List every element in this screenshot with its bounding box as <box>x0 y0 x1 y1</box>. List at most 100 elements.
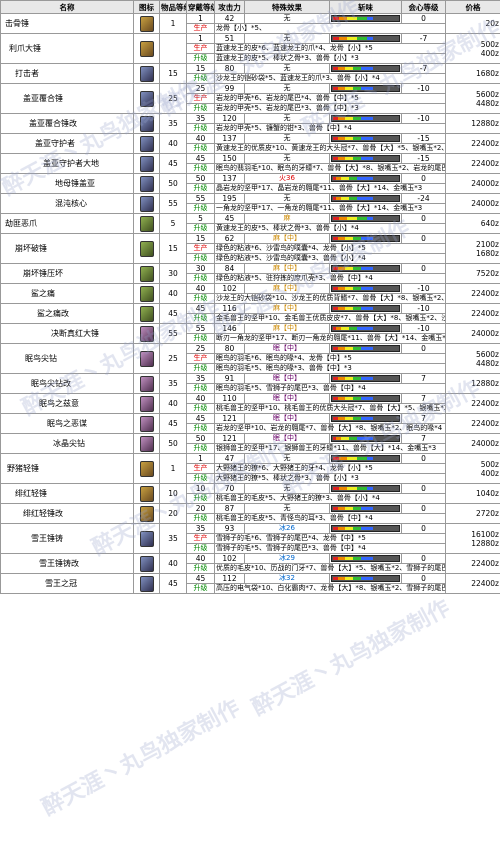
materials: 黄速龙王的优质皮*10、黄速龙王的大头冠*7、兽骨【大】*5、银嘴玉*2、岩龙的… <box>214 143 446 154</box>
sharpness <box>329 373 402 384</box>
sharpness-segment <box>333 487 339 490</box>
sharpness-segment <box>333 137 338 140</box>
sharpness-segment <box>367 457 373 460</box>
icon-cell <box>133 323 160 344</box>
price: 24000z <box>445 433 500 454</box>
hammer-icon <box>139 575 154 592</box>
attack: 102 <box>214 283 245 294</box>
weapon-name: 眠鸟尖钻 <box>0 343 134 374</box>
sharpness <box>329 413 402 424</box>
table-row: 地母锤盖亚 50 50 137 火36 0 24000z <box>0 173 500 194</box>
sharpness-segment <box>345 117 353 120</box>
materials: 岩龙的甲壳*5、镰蟹的钳*3、兽骨【中】*4 <box>214 123 446 134</box>
sharpness <box>329 233 402 244</box>
sharpness-segment <box>337 417 345 420</box>
icon-cell <box>133 483 160 504</box>
materials: 蓝速龙王的皮*6、蓝速龙王的爪*4、龙骨【小】*5 <box>214 43 446 54</box>
sharpness-segment <box>361 377 373 380</box>
craft-type: 升级 <box>186 383 215 394</box>
sharpness-bar <box>331 305 400 312</box>
special-effect: 无 <box>244 113 330 124</box>
sharpness-segment <box>333 457 339 460</box>
craft-type: 升级 <box>186 143 215 154</box>
special-effect: 麻【中】 <box>244 323 330 334</box>
sharpness-bar <box>331 575 400 582</box>
wear-level: 40 <box>186 133 215 144</box>
icon-cell <box>133 553 160 574</box>
weapon-name: 眠鸟之兹意 <box>0 393 134 414</box>
hammer-icon <box>139 215 154 232</box>
sharpness-bar <box>331 435 400 442</box>
sharpness <box>329 503 402 514</box>
sharpness <box>329 63 402 74</box>
hammer-icon <box>139 285 154 302</box>
attack: 93 <box>214 523 245 534</box>
item-level: 25 <box>159 83 187 114</box>
price: 22400z <box>445 573 500 594</box>
materials: 晶岩龙的坚甲*17、晶岩龙的翱尾*11、兽骨【大】*14、金嘴玉*3 <box>214 183 446 194</box>
item-level: 35 <box>159 523 187 554</box>
sharpness-segment <box>345 577 353 580</box>
sharpness-segment <box>333 377 338 380</box>
sharpness-segment <box>345 287 353 290</box>
sharpness-segment <box>353 577 361 580</box>
sharpness-segment <box>353 117 361 120</box>
hammer-icon <box>139 175 154 192</box>
sharpness-segment <box>361 577 373 580</box>
sharpness-segment <box>345 397 353 400</box>
icon-cell <box>133 523 160 554</box>
sharpness-bar <box>331 505 400 512</box>
materials: 大野猪王的獠*6、大野猪王的牙*4、龙骨【小】*5 <box>214 463 446 474</box>
sharpness <box>329 523 402 534</box>
price: 1680z <box>445 63 500 84</box>
table-row: 鲨之痛 40 40 102 麻【中】 -10 22400z <box>0 283 500 304</box>
special-effect: 无 <box>244 503 330 514</box>
materials: 桃毛兽王的坚甲*10、桃毛兽王的优质大头冠*7、兽骨【大】*5、银嘴玉*2、眠鸟… <box>214 403 446 414</box>
hammer-icon <box>139 240 154 257</box>
critical-level: 0 <box>401 523 446 534</box>
special-effect: 无 <box>244 133 330 144</box>
sharpness-segment <box>349 437 357 440</box>
item-level: 55 <box>159 323 187 344</box>
attack: 45 <box>214 213 245 224</box>
weapon-table: 名称图标物品等级穿戴等级攻击力特殊效果斩味会心等级价格 击骨锤1142无020z… <box>0 0 500 594</box>
sharpness-segment <box>337 307 345 310</box>
sharpness-segment <box>337 507 345 510</box>
critical-level: -7 <box>401 63 446 74</box>
weapon-name: 雪王锤铸 <box>0 523 134 554</box>
wear-level: 1 <box>186 453 215 464</box>
wear-level: 20 <box>186 503 215 514</box>
wear-level: 50 <box>186 173 215 184</box>
sharpness-segment <box>345 507 353 510</box>
sharpness-segment <box>345 307 353 310</box>
wear-level: 25 <box>186 83 215 94</box>
weapon-name: 鲨之痛 <box>0 283 134 304</box>
sharpness-segment <box>361 137 373 140</box>
craft-type: 生产 <box>186 353 215 364</box>
wear-level: 1 <box>186 33 215 44</box>
price: 22400z <box>445 393 500 414</box>
materials: 岩龙的甲壳*6、岩龙的尾巴*4、兽骨【中】*5 <box>214 93 446 104</box>
materials: 沙龙王的大铠砂袋*10、沙龙王的优质背鳍*7、兽骨【大】*8、银嘴玉*2、沙雷鸟… <box>214 293 446 304</box>
sharpness <box>329 453 402 464</box>
special-effect: 眠【中】 <box>244 343 330 354</box>
materials: 眠鸟的羽毛*6、眠鸟的喙*4、龙骨【中】*5 <box>214 353 446 364</box>
item-level: 45 <box>159 573 187 594</box>
table-row: 冰晶尖钻 50 50 121 眠【中】 7 24000z <box>0 433 500 454</box>
sharpness-segment <box>367 17 373 20</box>
hammer-icon <box>139 15 154 32</box>
materials: 一角龙的坚甲*17、一角龙的翱尾*11、兽骨【大】*14、金嘴玉*3 <box>214 203 446 214</box>
attack: 137 <box>214 173 245 184</box>
sharpness-segment <box>333 217 339 220</box>
sharpness-bar <box>331 525 400 532</box>
attack: 84 <box>214 263 245 274</box>
icon-cell <box>133 63 160 84</box>
craft-type: 生产 <box>186 43 215 54</box>
special-effect: 麻【中】 <box>244 283 330 294</box>
sharpness-segment <box>333 327 337 330</box>
weapon-name: 野猪轻锤 <box>0 453 134 484</box>
materials: 桃毛兽王的毛皮*5、大野猪王的獠*3、兽骨【小】*4 <box>214 493 446 504</box>
sharpness-segment <box>357 457 367 460</box>
sharpness-segment <box>345 377 353 380</box>
sharpness-segment <box>361 527 373 530</box>
